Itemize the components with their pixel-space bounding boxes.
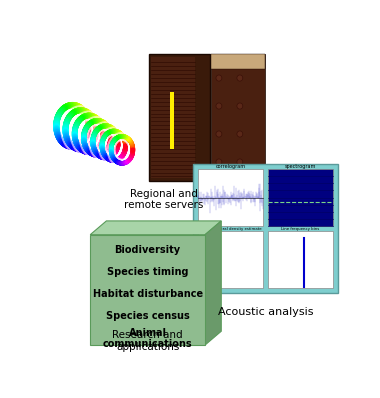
Text: Line frequency bins: Line frequency bins bbox=[281, 226, 320, 231]
Text: Animal
communications: Animal communications bbox=[103, 328, 192, 349]
Circle shape bbox=[237, 75, 243, 81]
Text: Biodiversity: Biodiversity bbox=[114, 245, 181, 255]
Text: Species census: Species census bbox=[106, 311, 190, 321]
Bar bbox=[198, 231, 263, 288]
Circle shape bbox=[216, 131, 222, 137]
Text: Species timing: Species timing bbox=[107, 267, 188, 277]
Bar bbox=[198, 169, 263, 226]
Bar bbox=[150, 57, 195, 178]
Circle shape bbox=[237, 103, 243, 109]
Circle shape bbox=[237, 159, 243, 165]
Bar bbox=[211, 54, 265, 69]
Bar bbox=[193, 164, 337, 293]
Text: Habitat disturbance: Habitat disturbance bbox=[93, 289, 203, 299]
Text: Acoustic analysis: Acoustic analysis bbox=[218, 307, 313, 317]
Text: Regional and
remote servers: Regional and remote servers bbox=[124, 189, 204, 210]
Bar bbox=[268, 231, 333, 288]
Text: Power spectral density estimate: Power spectral density estimate bbox=[199, 226, 262, 231]
Circle shape bbox=[216, 159, 222, 165]
Bar bbox=[211, 54, 265, 181]
Text: spectrogram: spectrogram bbox=[285, 164, 316, 169]
Circle shape bbox=[237, 131, 243, 137]
Circle shape bbox=[216, 103, 222, 109]
Bar bbox=[268, 169, 333, 226]
Text: correlogram: correlogram bbox=[215, 164, 245, 169]
Text: Research and
applications: Research and applications bbox=[112, 330, 183, 352]
Polygon shape bbox=[205, 221, 221, 345]
Bar bbox=[170, 92, 174, 149]
Bar bbox=[90, 235, 205, 345]
Polygon shape bbox=[90, 221, 221, 235]
Bar bbox=[149, 54, 210, 181]
Circle shape bbox=[216, 75, 222, 81]
